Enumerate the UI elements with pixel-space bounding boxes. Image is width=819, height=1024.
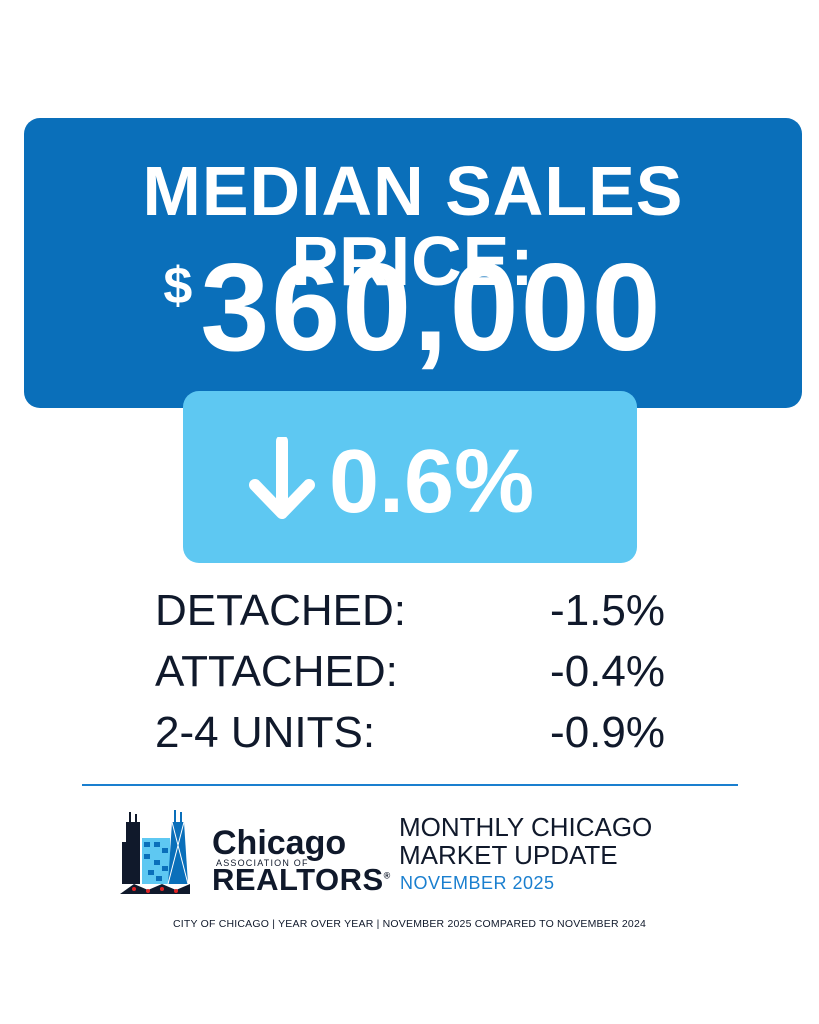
divider — [82, 784, 738, 786]
footnote: CITY OF CHICAGO | YEAR OVER YEAR | NOVEM… — [172, 918, 647, 930]
logo-realtors-text: REALTORS® — [212, 864, 391, 895]
logo-chicago-text: Chicago — [212, 824, 347, 862]
currency-symbol: $ — [163, 257, 193, 315]
breakdown-row-2-4-units: 2-4 UNITS: -0.9% — [155, 707, 665, 768]
change-percent: 0.6% — [329, 432, 535, 532]
logo-association-text: ASSOCIATION OF — [216, 858, 309, 868]
breakdown-list: DETACHED: -1.5% ATTACHED: -0.4% 2-4 UNIT… — [155, 585, 665, 768]
arrow-down-icon — [249, 437, 315, 519]
breakdown-row-detached: DETACHED: -1.5% — [155, 585, 665, 646]
logo-realtors-word: REALTORS — [212, 862, 384, 897]
update-title-line2: MARKET UPDATE — [399, 840, 618, 870]
headline-title: MEDIAN SALES PRICE: — [142, 152, 684, 300]
update-title: MONTHLY CHICAGO MARKET UPDATE — [399, 813, 652, 869]
breakdown-label: ATTACHED: — [155, 647, 398, 696]
breakdown-label: DETACHED: — [155, 586, 406, 635]
skyline-logo-icon — [120, 810, 190, 894]
breakdown-label: 2-4 UNITS: — [155, 708, 376, 757]
price-row: $360,000 — [24, 246, 802, 370]
breakdown-value: -0.4% — [550, 647, 665, 696]
breakdown-value: -1.5% — [550, 586, 665, 635]
update-date: NOVEMBER 2025 — [400, 873, 555, 893]
median-price-panel: MEDIAN SALES PRICE: $360,000 — [24, 118, 802, 408]
median-price-value: 360,000 — [200, 239, 663, 377]
registered-mark: ® — [383, 870, 391, 881]
breakdown-value: -0.9% — [550, 708, 665, 757]
change-panel: 0.6% — [183, 391, 637, 563]
update-title-line1: MONTHLY CHICAGO — [399, 812, 653, 842]
breakdown-row-attached: ATTACHED: -0.4% — [155, 646, 665, 707]
